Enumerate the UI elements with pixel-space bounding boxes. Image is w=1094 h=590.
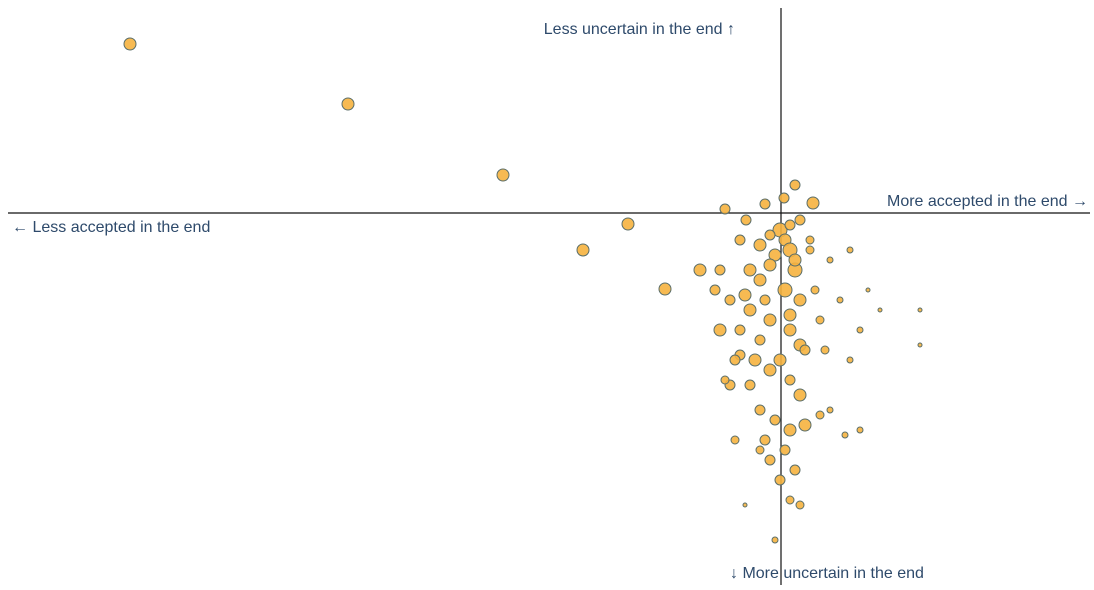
point (771, 536, 779, 544)
point (621, 217, 635, 231)
point (865, 287, 871, 293)
point (341, 97, 355, 111)
point (729, 354, 741, 366)
point (779, 444, 791, 456)
point (789, 464, 801, 476)
point (734, 234, 746, 246)
point (777, 282, 793, 298)
point (743, 303, 757, 317)
point (805, 245, 815, 255)
point (805, 235, 815, 245)
point (917, 307, 923, 313)
point (789, 179, 801, 191)
point (877, 307, 883, 313)
annotation: ↓ More uncertain in the end (730, 565, 924, 582)
point (763, 313, 777, 327)
point (759, 294, 771, 306)
point (826, 256, 834, 264)
point (753, 273, 767, 287)
point (806, 196, 820, 210)
point (793, 293, 807, 307)
point (783, 423, 797, 437)
point (783, 323, 797, 337)
point (714, 264, 726, 276)
point (738, 288, 752, 302)
point (769, 414, 781, 426)
point (826, 406, 834, 414)
point (793, 388, 807, 402)
point (784, 219, 796, 231)
point (754, 334, 766, 346)
point (720, 375, 730, 385)
annotation: Less uncertain in the end ↑ (544, 21, 735, 38)
point (748, 353, 762, 367)
point (730, 435, 740, 445)
point (836, 296, 844, 304)
point (740, 214, 752, 226)
point (815, 315, 825, 325)
point (764, 229, 776, 241)
point (744, 379, 756, 391)
annotation: ← Less accepted in the end (12, 219, 210, 236)
annotation: More accepted in the end → (887, 193, 1088, 210)
point (815, 410, 825, 420)
point (693, 263, 707, 277)
point (719, 203, 731, 215)
point (794, 214, 806, 226)
point (841, 431, 849, 439)
point (763, 363, 777, 377)
point (496, 168, 510, 182)
point (743, 263, 757, 277)
point (123, 37, 137, 51)
point (778, 192, 790, 204)
point (734, 324, 746, 336)
point (576, 243, 590, 257)
point (917, 342, 923, 348)
point (784, 374, 796, 386)
point (846, 246, 854, 254)
point (753, 238, 767, 252)
point (713, 323, 727, 337)
point (856, 426, 864, 434)
point (759, 434, 771, 446)
point (785, 495, 795, 505)
point (774, 474, 786, 486)
point (846, 356, 854, 364)
point (798, 418, 812, 432)
point (755, 445, 765, 455)
point (788, 253, 802, 267)
point (799, 344, 811, 356)
point (754, 404, 766, 416)
point (810, 285, 820, 295)
point (783, 308, 797, 322)
point (742, 502, 748, 508)
point (709, 284, 721, 296)
point (773, 353, 787, 367)
point (759, 198, 771, 210)
point (764, 454, 776, 466)
point (724, 294, 736, 306)
point (820, 345, 830, 355)
point (763, 258, 777, 272)
point (658, 282, 672, 296)
point (795, 500, 805, 510)
point (856, 326, 864, 334)
